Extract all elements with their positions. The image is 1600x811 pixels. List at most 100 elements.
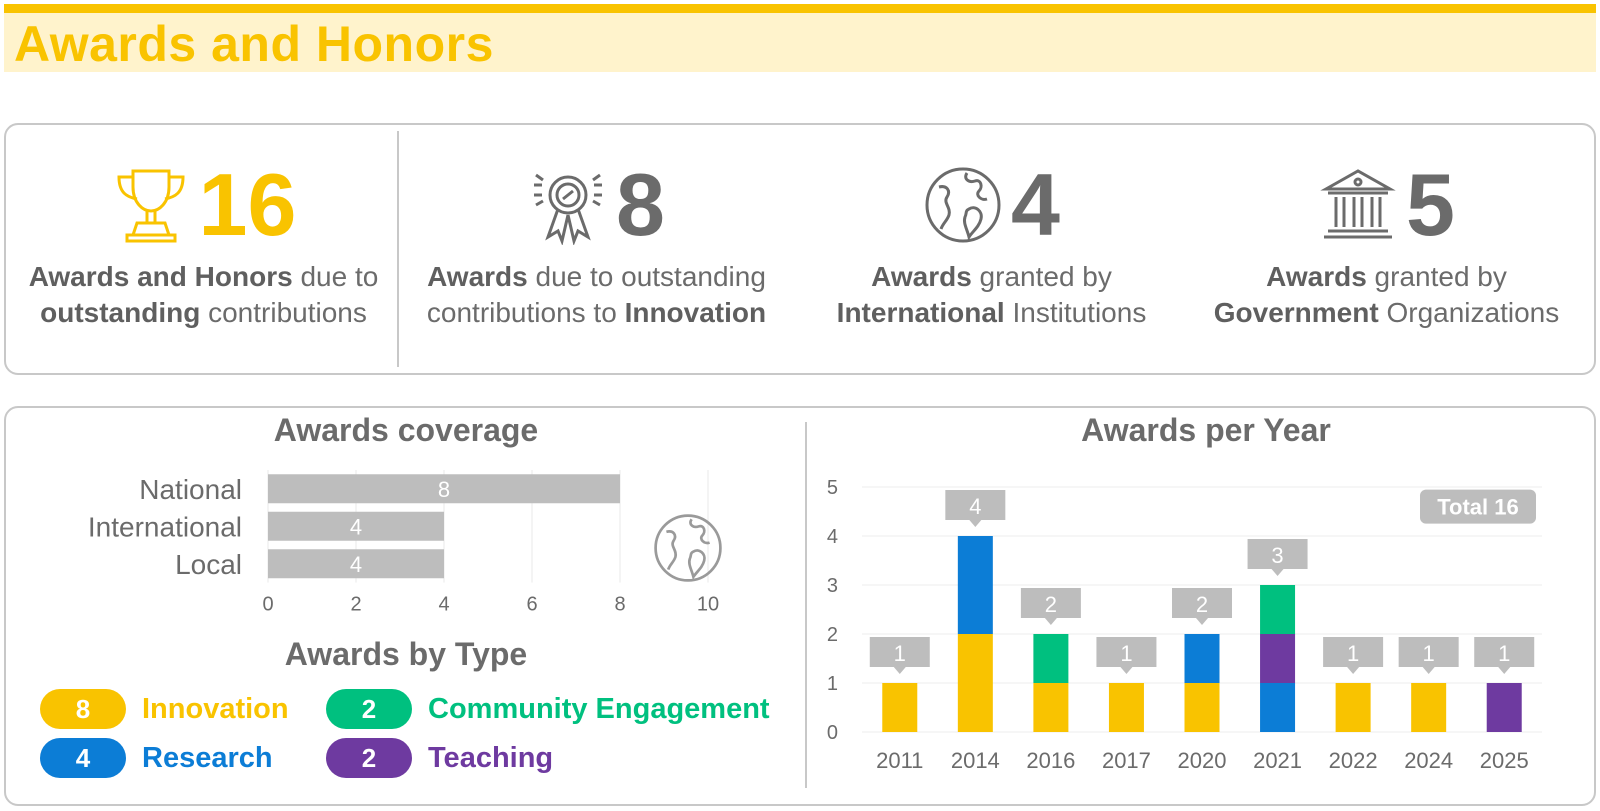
globe-icon xyxy=(925,167,1001,243)
coverage-bar-value-label: 8 xyxy=(438,477,450,502)
stats-divider xyxy=(397,131,399,367)
stat-total-awards: 16 Awards and Honors due to outstanding … xyxy=(6,125,401,373)
stat-description: Awards due to outstanding contributions … xyxy=(426,261,767,328)
year-y-tick-label: 3 xyxy=(827,575,838,597)
year-y-tick-label: 4 xyxy=(827,526,838,548)
coverage-bar-value-label: 4 xyxy=(350,552,362,577)
year-x-tick-label: 2017 xyxy=(1102,748,1151,773)
year-total-callout xyxy=(869,637,930,674)
stat-government-awards: 5 Awards granted by Government Organizat… xyxy=(1189,125,1584,373)
year-total-callout xyxy=(1020,588,1081,625)
year-y-tick-label: 5 xyxy=(827,477,838,499)
coverage-x-tick-label: 2 xyxy=(350,594,361,616)
year-bar-segment xyxy=(957,536,993,634)
year-total-label: 1 xyxy=(1120,641,1132,666)
year-bar-segment xyxy=(1260,683,1296,732)
year-y-tick-label: 0 xyxy=(827,722,838,744)
year-x-tick-label: 2014 xyxy=(951,748,1000,773)
coverage-bar xyxy=(268,474,620,504)
year-total-callout xyxy=(1474,637,1535,674)
per-year-chart-title: Awards per Year xyxy=(1081,412,1331,448)
year-bar-segment xyxy=(1335,683,1371,732)
globe-icon xyxy=(654,514,722,582)
coverage-bar xyxy=(268,549,444,579)
coverage-chart-title: Awards coverage xyxy=(273,412,539,448)
stat-description: Awards and Honors due to outstanding con… xyxy=(28,261,379,328)
year-x-tick-label: 2025 xyxy=(1480,748,1529,773)
coverage-x-tick-label: 8 xyxy=(614,594,625,616)
year-total-callout xyxy=(1172,588,1232,625)
legend-label-innovation: Innovation xyxy=(142,693,289,725)
year-x-tick-label: 2021 xyxy=(1253,748,1302,773)
coverage-category-label: National xyxy=(139,474,242,505)
year-x-tick-label: 2016 xyxy=(1026,748,1075,773)
year-total-label: 1 xyxy=(894,641,906,666)
stats-panel: 16 Awards and Honors due to outstanding … xyxy=(4,123,1596,375)
awards-per-year-chart: 0 1 2 3 4 5 1 2011 4 2014 2 2016 1 2017 2 2020 3 2021 1 202… xyxy=(827,477,1542,773)
year-total-label: 1 xyxy=(1423,641,1435,666)
stat-innovation-awards: 8 Awards due to outstanding contribution… xyxy=(399,125,794,373)
coverage-x-tick-label: 6 xyxy=(526,594,537,616)
legend-label-research: Research xyxy=(142,742,273,774)
stat-value: 16 xyxy=(198,155,297,254)
year-total-label: 1 xyxy=(1498,641,1510,666)
year-total-callout xyxy=(1247,539,1308,576)
legend-pill-research: 4 xyxy=(40,738,126,778)
year-bar-segment xyxy=(1260,585,1296,634)
stat-description: Awards granted by International Institut… xyxy=(836,261,1147,328)
year-x-tick-label: 2024 xyxy=(1404,748,1453,773)
total-badge-label: Total 16 xyxy=(1437,495,1519,520)
year-bar-segment xyxy=(882,683,918,732)
year-total-callout xyxy=(945,490,1006,527)
year-bar-segment xyxy=(1260,634,1296,683)
coverage-category-label: Local xyxy=(175,549,242,580)
year-bar-segment xyxy=(1184,634,1220,683)
year-y-tick-label: 1 xyxy=(827,673,838,695)
charts-divider xyxy=(805,422,807,788)
stat-value: 4 xyxy=(1011,155,1060,254)
year-x-tick-label: 2022 xyxy=(1329,748,1378,773)
legend-pill-community: 2 xyxy=(326,689,412,729)
year-total-callout xyxy=(1323,637,1384,674)
stat-international-awards: 4 Awards granted by International Instit… xyxy=(794,125,1189,373)
year-x-tick-label: 2020 xyxy=(1178,748,1227,773)
year-bar-segment xyxy=(1184,683,1220,732)
year-bar-segment xyxy=(1033,634,1069,683)
legend-label-teaching: Teaching xyxy=(428,742,554,774)
year-total-callout xyxy=(1096,637,1157,674)
year-total-callout xyxy=(1398,637,1459,674)
coverage-x-tick-label: 0 xyxy=(262,594,273,616)
stat-description: Awards granted by Government Organizatio… xyxy=(1213,261,1560,328)
coverage-x-tick-label: 10 xyxy=(697,594,719,616)
year-total-label: 2 xyxy=(1045,592,1057,617)
type-chart-title: Awards by Type xyxy=(284,636,528,672)
charts-panel: Awards coverage 0 2 4 6 8 10 National 8 Internat… xyxy=(4,406,1596,806)
stat-value: 8 xyxy=(616,155,665,254)
ribbon-medal-icon xyxy=(534,173,603,245)
legend-pill-teaching: 2 xyxy=(326,738,412,778)
total-badge xyxy=(1420,489,1536,524)
coverage-category-label: International xyxy=(88,511,242,542)
stat-value: 5 xyxy=(1406,155,1455,254)
year-bar-segment xyxy=(1411,683,1447,732)
year-total-label: 4 xyxy=(969,494,981,519)
coverage-bar xyxy=(268,511,444,541)
year-x-tick-label: 2011 xyxy=(876,748,923,773)
year-bar-segment xyxy=(1033,683,1069,732)
year-bar-segment xyxy=(957,634,993,732)
trophy-icon xyxy=(117,169,185,243)
year-bar-segment xyxy=(1108,683,1144,732)
coverage-bar-value-label: 4 xyxy=(350,514,362,539)
government-building-icon xyxy=(1320,169,1396,239)
header-banner: Awards and Honors xyxy=(4,4,1596,72)
year-total-label: 2 xyxy=(1196,592,1208,617)
year-total-label: 3 xyxy=(1271,543,1283,568)
year-total-label: 1 xyxy=(1347,641,1359,666)
legend-pill-innovation: 8 xyxy=(40,689,126,729)
coverage-chart: 0 2 4 6 8 10 National 8 International 4 Local 4 xyxy=(88,470,719,616)
year-bar-segment xyxy=(1486,683,1522,732)
coverage-x-tick-label: 4 xyxy=(438,594,449,616)
year-y-tick-label: 2 xyxy=(827,624,838,646)
page-title: Awards and Honors xyxy=(14,16,494,72)
legend-label-community: Community Engagement xyxy=(428,693,770,725)
